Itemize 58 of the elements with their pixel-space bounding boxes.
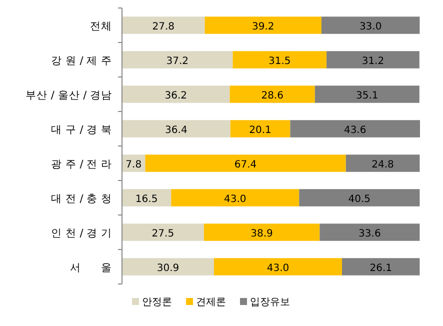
bar [122, 120, 230, 138]
bar [346, 154, 420, 172]
data-label: 30.9 [156, 262, 180, 274]
bar [326, 51, 420, 68]
y-tick-label: 광 주 / 전 라 [51, 158, 112, 170]
data-label: 26.1 [370, 262, 392, 274]
legend-label: 안정론 [142, 297, 172, 308]
bar [290, 120, 420, 138]
data-label: 33.6 [358, 228, 381, 240]
bar [204, 224, 320, 241]
bar [122, 86, 230, 103]
data-label: 33.0 [359, 21, 382, 32]
data-label: 36.2 [164, 90, 188, 102]
data-label: 43.0 [224, 194, 246, 205]
y-tick-label: 서 울 [70, 262, 112, 274]
legend-label: 입장유보 [250, 297, 290, 308]
data-label: 27.5 [152, 228, 174, 240]
data-label: 43.0 [266, 262, 290, 274]
data-label: 67.4 [234, 159, 257, 170]
bar [122, 224, 204, 241]
y-tick-label: 강 원 / 제 주 [51, 54, 112, 67]
y-tick-label: 대 구 / 경 북 [51, 124, 112, 136]
data-label: 31.2 [362, 56, 384, 67]
bar [122, 51, 233, 68]
y-tick-label: 인 천 / 경 기 [51, 227, 112, 240]
data-label: 35.1 [356, 90, 378, 102]
bar [321, 16, 420, 34]
data-label: 20.1 [249, 124, 272, 136]
legend-label: 견제론 [196, 297, 226, 308]
data-label: 43.6 [344, 124, 366, 136]
y-tick-label: 부산 / 울산 / 경남 [26, 89, 112, 102]
bar [122, 258, 214, 276]
data-label: 28.6 [261, 90, 284, 102]
bar [171, 189, 300, 206]
bar [230, 86, 315, 103]
bar [314, 86, 420, 103]
bar [122, 16, 205, 34]
data-label: 39.2 [252, 21, 274, 32]
bar [320, 224, 420, 241]
data-label: 24.8 [372, 159, 394, 170]
data-label: 31.5 [268, 56, 291, 67]
data-label: 27.8 [152, 21, 175, 32]
bar [204, 16, 322, 34]
bar [122, 189, 172, 206]
bar [299, 189, 420, 206]
bar [230, 120, 290, 138]
y-tick-label: 대 전 / 충 청 [51, 192, 112, 205]
bar [232, 51, 327, 68]
data-label: 36.4 [165, 124, 188, 136]
data-label: 16.5 [135, 194, 158, 205]
bar [145, 154, 346, 172]
y-tick-label: 전체 [90, 20, 112, 32]
data-label: 37.2 [166, 56, 189, 67]
bar [342, 258, 420, 276]
bar [214, 258, 342, 276]
data-label: 7.8 [126, 159, 142, 170]
data-label: 40.5 [348, 194, 371, 205]
data-label: 38.9 [250, 228, 273, 240]
